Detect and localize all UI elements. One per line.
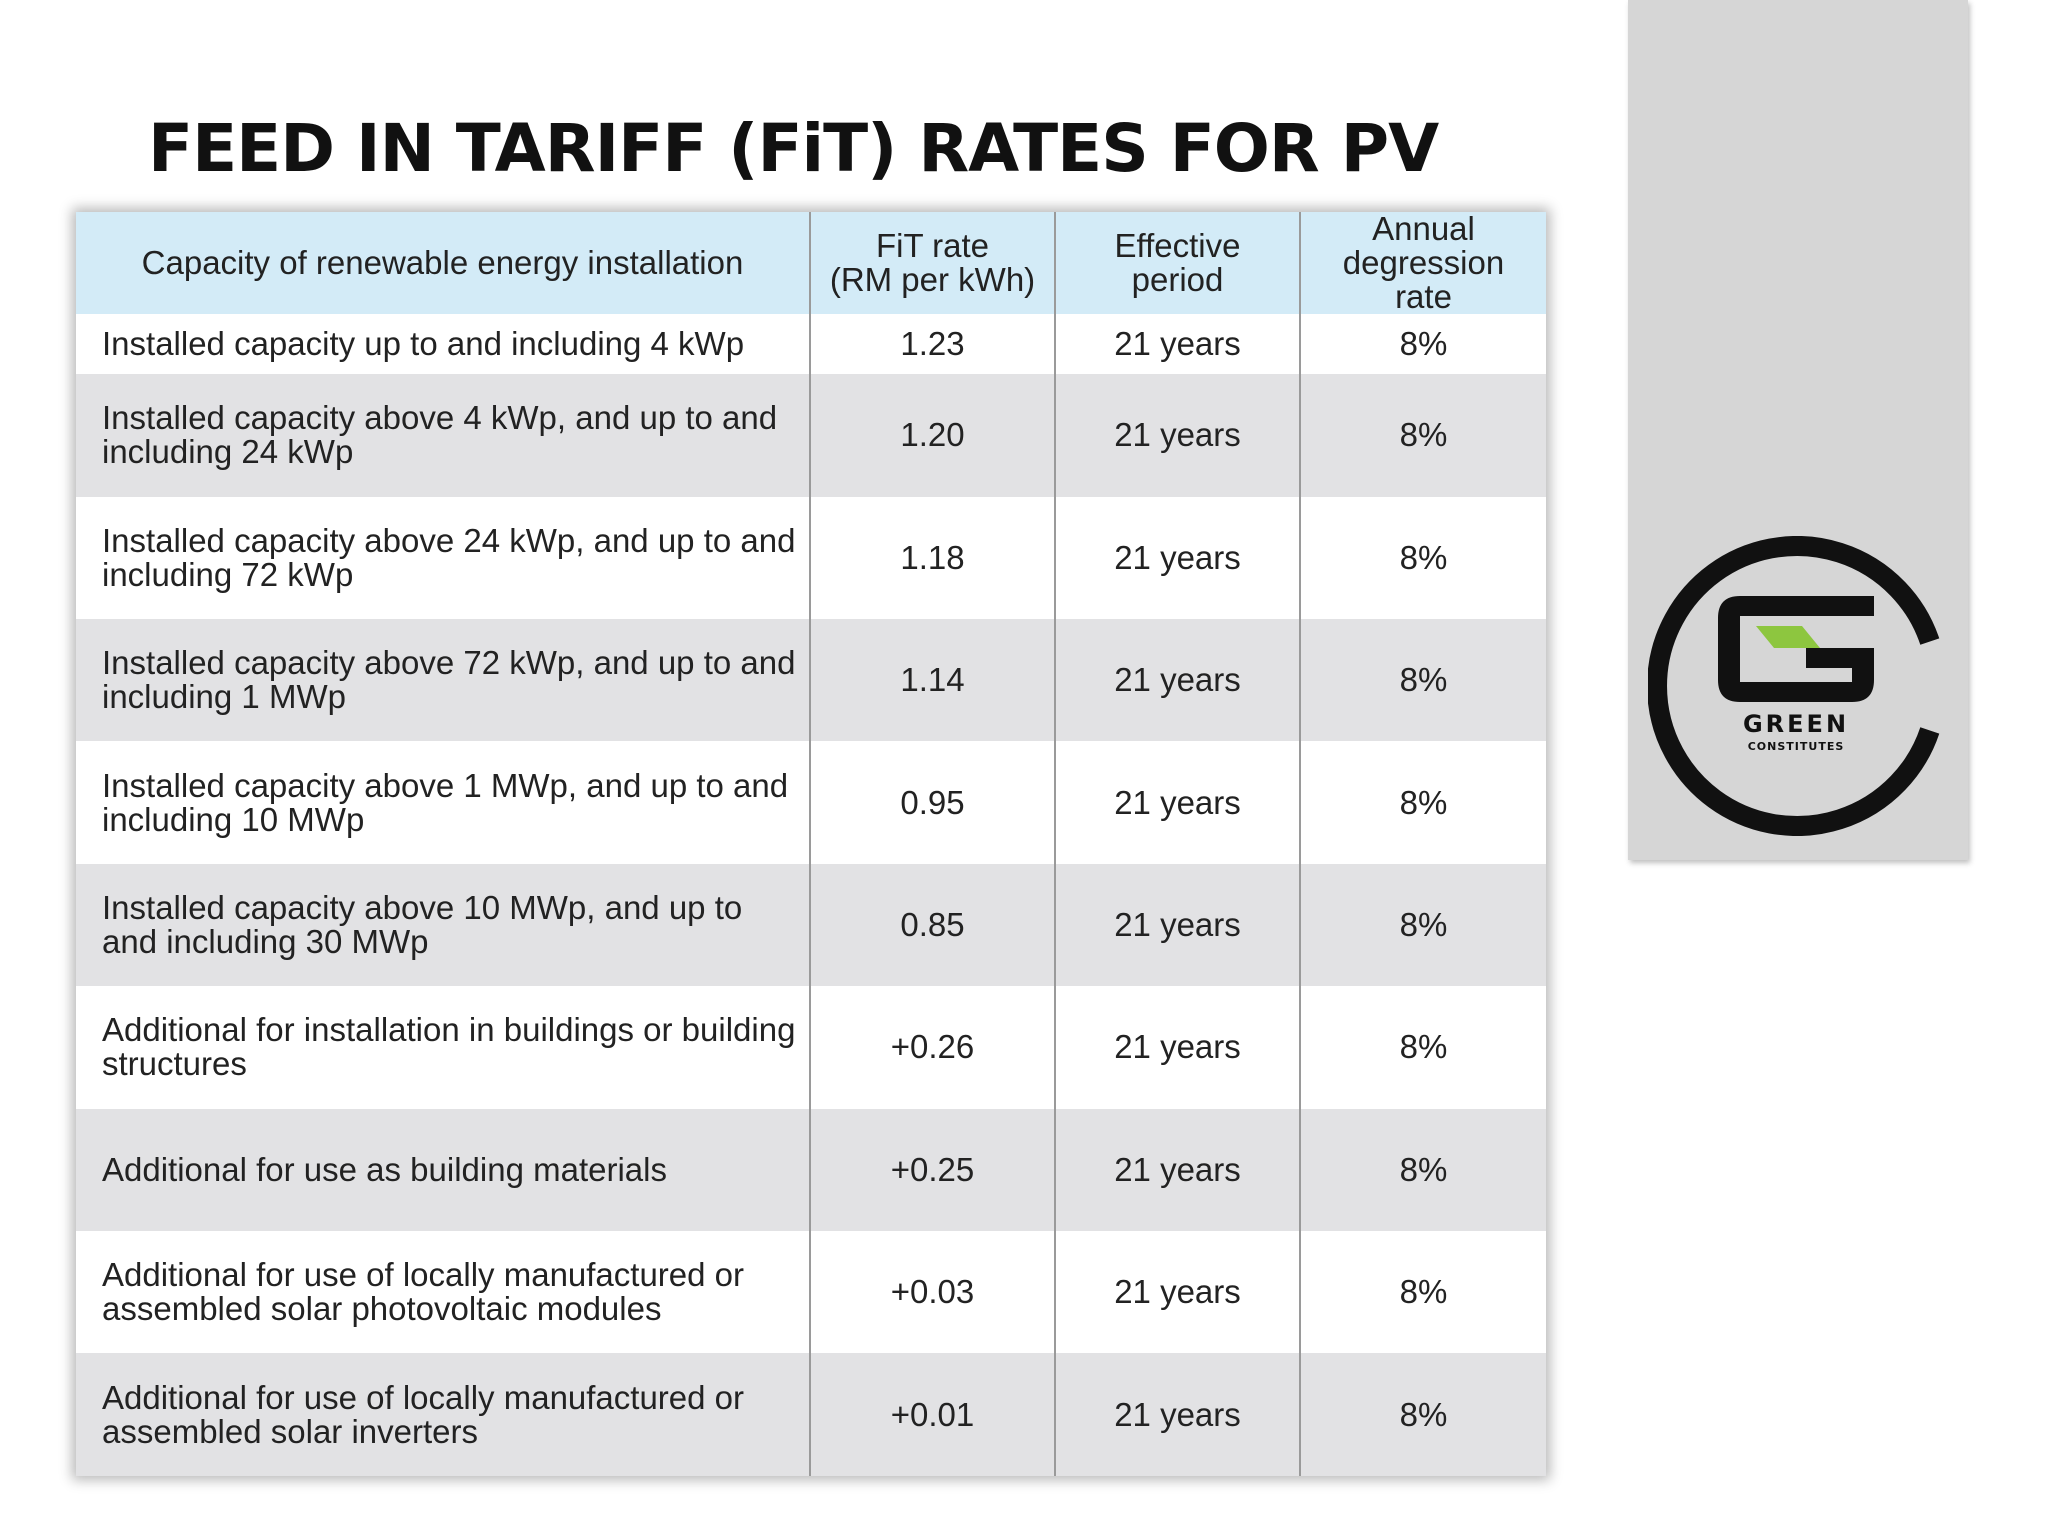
capacity-cell: Additional for use of locally manufactur… (76, 1231, 810, 1354)
effective-period-cell: 21 years (1054, 741, 1300, 864)
capacity-cell: Installed capacity above 24 kWp, and up … (76, 496, 810, 620)
logo-g-letter (1718, 596, 1874, 702)
degression-rate-cell: 8% (1299, 619, 1546, 742)
fit-rate-cell: +0.03 (809, 1231, 1055, 1354)
effective-period-cell: 21 years (1054, 496, 1300, 620)
fit-rate-cell: 1.18 (809, 496, 1055, 620)
table-header-row: Capacity of renewable energy installatio… (76, 212, 1546, 314)
table-row: Installed capacity above 24 kWp, and up … (76, 496, 1546, 620)
capacity-cell: Additional for installation in buildings… (76, 986, 810, 1109)
degression-rate-cell: 8% (1299, 374, 1546, 497)
capacity-cell: Installed capacity above 72 kWp, and up … (76, 619, 810, 742)
green-constitutes-logo: GREEN CONSTITUTES (1648, 536, 1940, 836)
table-row: Additional for use of locally manufactur… (76, 1231, 1546, 1354)
table-row: Installed capacity up to and including 4… (76, 314, 1546, 375)
side-panel (1628, 0, 1968, 860)
fit-rate-cell: 0.85 (809, 863, 1055, 987)
logo-text-line2: CONSTITUTES (1748, 740, 1845, 753)
logo-text-line1: GREEN (1743, 710, 1849, 738)
effective-period-cell: 21 years (1054, 374, 1300, 497)
effective-period-cell: 21 years (1054, 619, 1300, 742)
fit-rate-cell: +0.25 (809, 1108, 1055, 1232)
degression-rate-cell: 8% (1299, 741, 1546, 864)
table-row: Installed capacity above 4 kWp, and up t… (76, 374, 1546, 497)
table-row: Installed capacity above 10 MWp, and up … (76, 863, 1546, 987)
table-row: Installed capacity above 1 MWp, and up t… (76, 741, 1546, 864)
table-row: Additional for use of locally manufactur… (76, 1353, 1546, 1476)
capacity-cell: Installed capacity up to and including 4… (76, 314, 810, 375)
effective-period-cell: 21 years (1054, 863, 1300, 987)
effective-period-cell: 21 years (1054, 1231, 1300, 1354)
degression-rate-cell: 8% (1299, 496, 1546, 620)
effective-period-cell: 21 years (1054, 986, 1300, 1109)
degression-rate-cell: 8% (1299, 1108, 1546, 1232)
capacity-cell: Installed capacity above 4 kWp, and up t… (76, 374, 810, 497)
header-degression-rate: Annual degression rate (1299, 212, 1546, 314)
logo-ring (1648, 536, 1940, 836)
degression-rate-cell: 8% (1299, 314, 1546, 375)
fit-rate-cell: +0.26 (809, 986, 1055, 1109)
fit-rate-cell: 1.20 (809, 374, 1055, 497)
degression-rate-cell: 8% (1299, 1231, 1546, 1354)
capacity-cell: Additional for use of locally manufactur… (76, 1353, 810, 1476)
fit-rate-cell: 0.95 (809, 741, 1055, 864)
logo-accent-stripe (1756, 626, 1820, 648)
header-effective-period: Effective period (1054, 212, 1300, 314)
fit-rate-cell: +0.01 (809, 1353, 1055, 1476)
fit-rates-table: Capacity of renewable energy installatio… (76, 212, 1546, 1476)
fit-rate-cell: 1.14 (809, 619, 1055, 742)
effective-period-cell: 21 years (1054, 1108, 1300, 1232)
capacity-cell: Additional for use as building materials (76, 1108, 810, 1232)
slide-title: FEED IN TARIFF (FiT) RATES FOR PV (148, 110, 1439, 187)
fit-rates-table-container: Capacity of renewable energy installatio… (76, 212, 1546, 1476)
capacity-cell: Installed capacity above 1 MWp, and up t… (76, 741, 810, 864)
degression-rate-cell: 8% (1299, 986, 1546, 1109)
table-row: Additional for installation in buildings… (76, 986, 1546, 1109)
effective-period-cell: 21 years (1054, 314, 1300, 375)
degression-rate-cell: 8% (1299, 863, 1546, 987)
header-capacity: Capacity of renewable energy installatio… (76, 212, 810, 314)
effective-period-cell: 21 years (1054, 1353, 1300, 1476)
table-row: Installed capacity above 72 kWp, and up … (76, 619, 1546, 742)
capacity-cell: Installed capacity above 10 MWp, and up … (76, 863, 810, 987)
fit-rate-cell: 1.23 (809, 314, 1055, 375)
table-row: Additional for use as building materials… (76, 1108, 1546, 1232)
header-fit-rate: FiT rate (RM per kWh) (809, 212, 1055, 314)
degression-rate-cell: 8% (1299, 1353, 1546, 1476)
